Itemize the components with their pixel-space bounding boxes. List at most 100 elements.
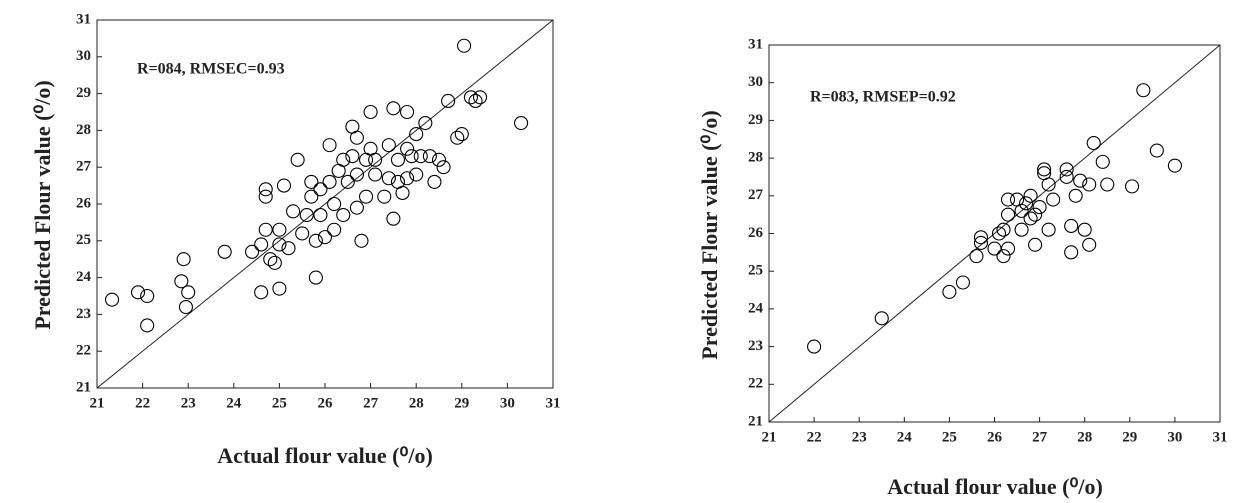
- point: [1029, 238, 1042, 251]
- point: [355, 234, 368, 247]
- x-tick-label: 22: [135, 395, 150, 411]
- point: [323, 175, 336, 188]
- point: [1101, 178, 1114, 191]
- x-tick-label: 24: [226, 395, 242, 411]
- y-tick-label: 24: [76, 269, 92, 285]
- y-tick-label: 31: [76, 11, 91, 27]
- x-tick-label: 28: [1077, 429, 1092, 445]
- point: [106, 293, 119, 306]
- y-tick-label: 21: [748, 413, 763, 429]
- y-tick-label: 26: [76, 195, 92, 211]
- y-tick-label: 22: [76, 343, 91, 359]
- point: [1137, 84, 1150, 97]
- x-tick-label: 30: [1167, 429, 1182, 445]
- point: [132, 286, 145, 299]
- point: [369, 168, 382, 181]
- point: [277, 179, 290, 192]
- point: [1042, 223, 1055, 236]
- point: [1024, 212, 1037, 225]
- point: [255, 238, 268, 251]
- point: [387, 102, 400, 115]
- point: [469, 94, 482, 107]
- point: [943, 285, 956, 298]
- point: [401, 106, 414, 119]
- point: [378, 190, 391, 203]
- y-tick-label: 29: [76, 85, 91, 101]
- point: [1078, 223, 1091, 236]
- point: [350, 201, 363, 214]
- point: [323, 139, 336, 152]
- point: [401, 172, 414, 185]
- y-tick-label: 30: [76, 48, 91, 64]
- point: [364, 106, 377, 119]
- x-tick-label: 31: [546, 395, 561, 411]
- point: [259, 190, 272, 203]
- point: [337, 153, 350, 166]
- point: [141, 290, 154, 303]
- point: [387, 212, 400, 225]
- point: [423, 150, 436, 163]
- point: [182, 286, 195, 299]
- point: [1083, 238, 1096, 251]
- point: [259, 223, 272, 236]
- point: [141, 319, 154, 332]
- point: [309, 271, 322, 284]
- x-axis-label: Actual flour value (⁰/o): [217, 443, 433, 468]
- y-tick-label: 27: [748, 187, 764, 203]
- point: [246, 245, 259, 258]
- point: [970, 250, 983, 263]
- point: [305, 190, 318, 203]
- point: [458, 39, 471, 52]
- x-tick-label: 21: [762, 429, 777, 445]
- point: [433, 153, 446, 166]
- point: [455, 128, 468, 141]
- point: [1038, 163, 1051, 176]
- point: [410, 168, 423, 181]
- point: [273, 282, 286, 295]
- point: [259, 183, 272, 196]
- point: [391, 153, 404, 166]
- figure: 21 22 23 24 25 26 27 28 29 30 31 21 22 23 24 25 26 27 28 29…: [0, 0, 1233, 503]
- x-tick-label: 25: [942, 429, 957, 445]
- point: [1096, 155, 1109, 168]
- point: [314, 183, 327, 196]
- point: [875, 312, 888, 325]
- point: [988, 242, 1001, 255]
- point: [974, 231, 987, 244]
- point: [360, 190, 373, 203]
- point: [1033, 201, 1046, 214]
- point: [974, 236, 987, 249]
- x-tick-label: 24: [897, 429, 913, 445]
- y-tick-label: 30: [748, 74, 763, 90]
- point: [382, 172, 395, 185]
- point: [350, 131, 363, 144]
- x-tick-label: 29: [1122, 429, 1137, 445]
- point: [1015, 223, 1028, 236]
- point: [1083, 178, 1096, 191]
- point: [1065, 219, 1078, 232]
- y-tick-label: 23: [748, 338, 763, 354]
- x-axis-label: Actual flour value (⁰/o): [887, 474, 1103, 499]
- y-tick-label: 21: [76, 379, 91, 395]
- point: [1069, 189, 1082, 202]
- point: [1002, 208, 1015, 221]
- y-tick-label: 28: [748, 150, 763, 166]
- x-tick-label: 22: [807, 429, 822, 445]
- x-tick-label: 26: [318, 395, 334, 411]
- point: [1065, 246, 1078, 259]
- y-tick-label: 24: [748, 300, 764, 316]
- point: [1074, 174, 1087, 187]
- point: [428, 175, 441, 188]
- y-tick-label: 29: [748, 112, 763, 128]
- y-tick-label: 25: [748, 263, 763, 279]
- y-tick-label: 28: [76, 122, 91, 138]
- x-tick-label: 25: [272, 395, 287, 411]
- point: [1168, 159, 1181, 172]
- y-tick-label: 26: [748, 225, 764, 241]
- x-tick-label: 31: [1213, 429, 1228, 445]
- x-tick-label: 27: [1032, 429, 1048, 445]
- point: [177, 253, 190, 266]
- point: [1126, 180, 1139, 193]
- x-tick-label: 23: [181, 395, 196, 411]
- point: [437, 161, 450, 174]
